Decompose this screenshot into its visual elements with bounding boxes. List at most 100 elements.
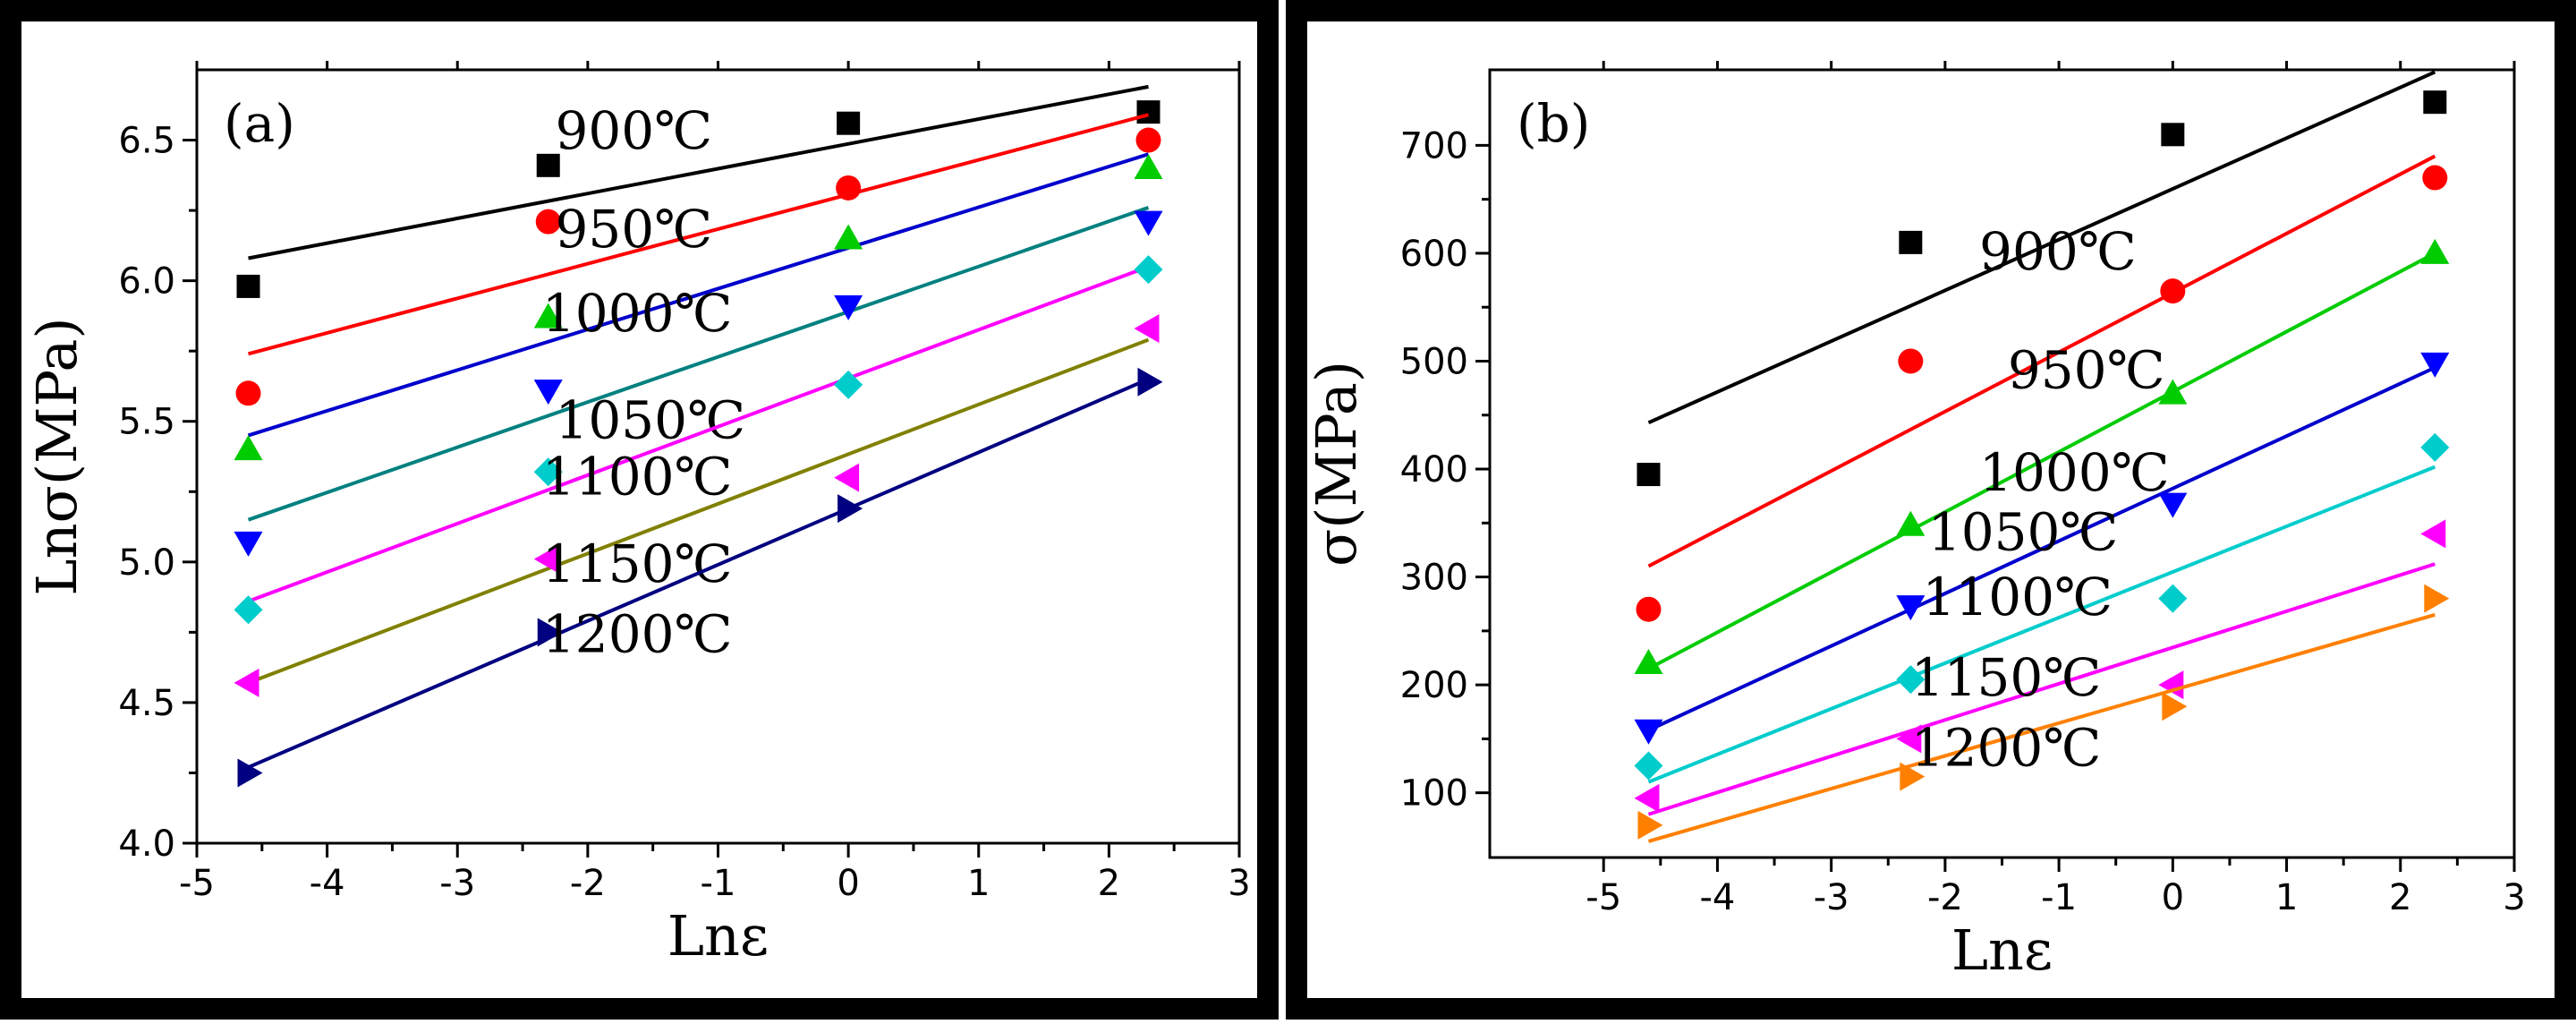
data-point bbox=[1896, 595, 1926, 621]
data-point bbox=[1134, 210, 1163, 236]
y-tick-label: 5.0 bbox=[118, 542, 175, 584]
data-point bbox=[2158, 670, 2184, 700]
data-point bbox=[533, 544, 559, 574]
panel-b: -5 -4 -3 -2 -1 0 1 2 3 100 200 300 400 500 600 700 Lnε σ(… bbox=[1304, 61, 2526, 983]
data-point bbox=[2160, 278, 2186, 304]
x-tick-label: 2 bbox=[1098, 863, 1120, 904]
x-tick-label: -4 bbox=[1699, 877, 1735, 918]
fit-line bbox=[1647, 612, 2436, 843]
data-point bbox=[235, 380, 261, 406]
series-2: 1000℃ bbox=[1634, 238, 2450, 675]
series-label: 900℃ bbox=[555, 100, 712, 161]
data-point bbox=[533, 303, 563, 329]
series-label: 1100℃ bbox=[1922, 567, 2113, 627]
y-axis-title: σ(MPa) bbox=[1304, 361, 1369, 567]
data-point bbox=[2420, 519, 2446, 549]
data-point bbox=[1634, 783, 1660, 813]
data-point bbox=[837, 494, 863, 524]
fit-line bbox=[1647, 70, 2436, 425]
series-2: 1000℃ bbox=[234, 152, 1163, 461]
y-tick-label: 600 bbox=[1400, 234, 1468, 275]
fit-line bbox=[247, 377, 1150, 770]
data-point bbox=[837, 111, 861, 135]
y-tick-label: 4.5 bbox=[118, 683, 175, 724]
x-tick-label: 3 bbox=[1228, 863, 1250, 904]
x-tick-label: 1 bbox=[967, 863, 990, 904]
data-point bbox=[1634, 649, 1663, 675]
series-6: 1200℃ bbox=[1637, 584, 2450, 843]
series-0: 900℃ bbox=[1637, 70, 2447, 487]
x-tick-label: -5 bbox=[1586, 877, 1621, 918]
data-point bbox=[1634, 719, 1663, 745]
series-5: 1150℃ bbox=[234, 314, 1160, 697]
data-point bbox=[1134, 153, 1163, 179]
y-tick-label: 6.0 bbox=[118, 261, 175, 303]
y-tick-label: 300 bbox=[1400, 558, 1468, 599]
data-point bbox=[2158, 379, 2188, 405]
fit-line bbox=[1647, 562, 2436, 816]
panel-a: -5 -4 -3 -2 -1 0 1 2 3 4.0 4.5 5.0 5.5 6.0 6.5 Lnε Lnσ(M… bbox=[24, 61, 1251, 969]
y-tick-label: 400 bbox=[1400, 449, 1468, 491]
data-point bbox=[1134, 255, 1163, 285]
x-tick-label: -2 bbox=[1927, 877, 1963, 918]
series-1: 950℃ bbox=[1636, 154, 2448, 622]
panel-label: (b) bbox=[1517, 93, 1590, 154]
x-axis-title: Lnε bbox=[1951, 917, 2053, 983]
series-6: 1200℃ bbox=[237, 367, 1163, 788]
data-point bbox=[2161, 123, 2185, 147]
fit-line bbox=[1647, 365, 2436, 732]
fit-line bbox=[248, 84, 1149, 260]
series-label: 1050℃ bbox=[1928, 501, 2119, 562]
panel-b-frame bbox=[1286, 0, 2576, 1020]
series-label: 1150℃ bbox=[1911, 647, 2102, 708]
data-point bbox=[237, 758, 263, 788]
series-3: 1050℃ bbox=[1634, 352, 2450, 745]
series-1: 950℃ bbox=[235, 113, 1161, 406]
data-point bbox=[2158, 492, 2188, 518]
series-label: 1100℃ bbox=[542, 446, 733, 507]
series-label: 1150℃ bbox=[542, 533, 733, 594]
x-tick-label: 1 bbox=[2275, 877, 2298, 918]
series-label: 1000℃ bbox=[1979, 442, 2170, 503]
data-point bbox=[234, 595, 263, 625]
data-point bbox=[533, 457, 563, 487]
panel-a-frame bbox=[0, 0, 1279, 1020]
fit-line bbox=[1647, 465, 2436, 784]
data-point bbox=[834, 370, 863, 399]
data-point bbox=[537, 618, 563, 647]
y-tick-label: 200 bbox=[1400, 665, 1468, 706]
data-point bbox=[1634, 751, 1663, 781]
data-point bbox=[535, 209, 561, 235]
y-axis-title: Lnσ(MPa) bbox=[24, 317, 89, 595]
data-point bbox=[1896, 510, 1926, 536]
series-label: 1050℃ bbox=[555, 390, 745, 451]
x-tick-label: 0 bbox=[2162, 877, 2184, 918]
data-point bbox=[2420, 238, 2450, 264]
x-tick-label: -3 bbox=[1814, 877, 1849, 918]
data-point bbox=[1900, 762, 1926, 791]
data-point bbox=[236, 274, 260, 298]
data-point bbox=[1899, 230, 1923, 254]
series-label: 1200℃ bbox=[1911, 718, 2102, 779]
data-point bbox=[2420, 352, 2450, 378]
data-point bbox=[1898, 348, 1924, 374]
series-4: 1100℃ bbox=[234, 255, 1163, 625]
series-label: 950℃ bbox=[555, 199, 712, 260]
x-tick-label: -1 bbox=[2041, 877, 2077, 918]
y-tick-label: 5.5 bbox=[118, 402, 175, 443]
series-4: 1100℃ bbox=[1634, 432, 2450, 784]
fit-line bbox=[1647, 154, 2436, 568]
y-tick-label: 4.0 bbox=[118, 823, 175, 865]
data-point bbox=[2158, 584, 2188, 613]
data-point bbox=[1896, 665, 1926, 695]
series-label: 1200℃ bbox=[542, 603, 733, 664]
series-label: 900℃ bbox=[1979, 221, 2137, 282]
x-tick-label: -1 bbox=[701, 863, 736, 904]
data-point bbox=[2422, 165, 2448, 191]
fit-line bbox=[247, 337, 1150, 685]
data-point bbox=[836, 175, 862, 201]
data-point bbox=[1137, 367, 1163, 397]
x-tick-label: 2 bbox=[2389, 877, 2411, 918]
data-point bbox=[2420, 432, 2450, 462]
data-point bbox=[1637, 463, 1661, 487]
